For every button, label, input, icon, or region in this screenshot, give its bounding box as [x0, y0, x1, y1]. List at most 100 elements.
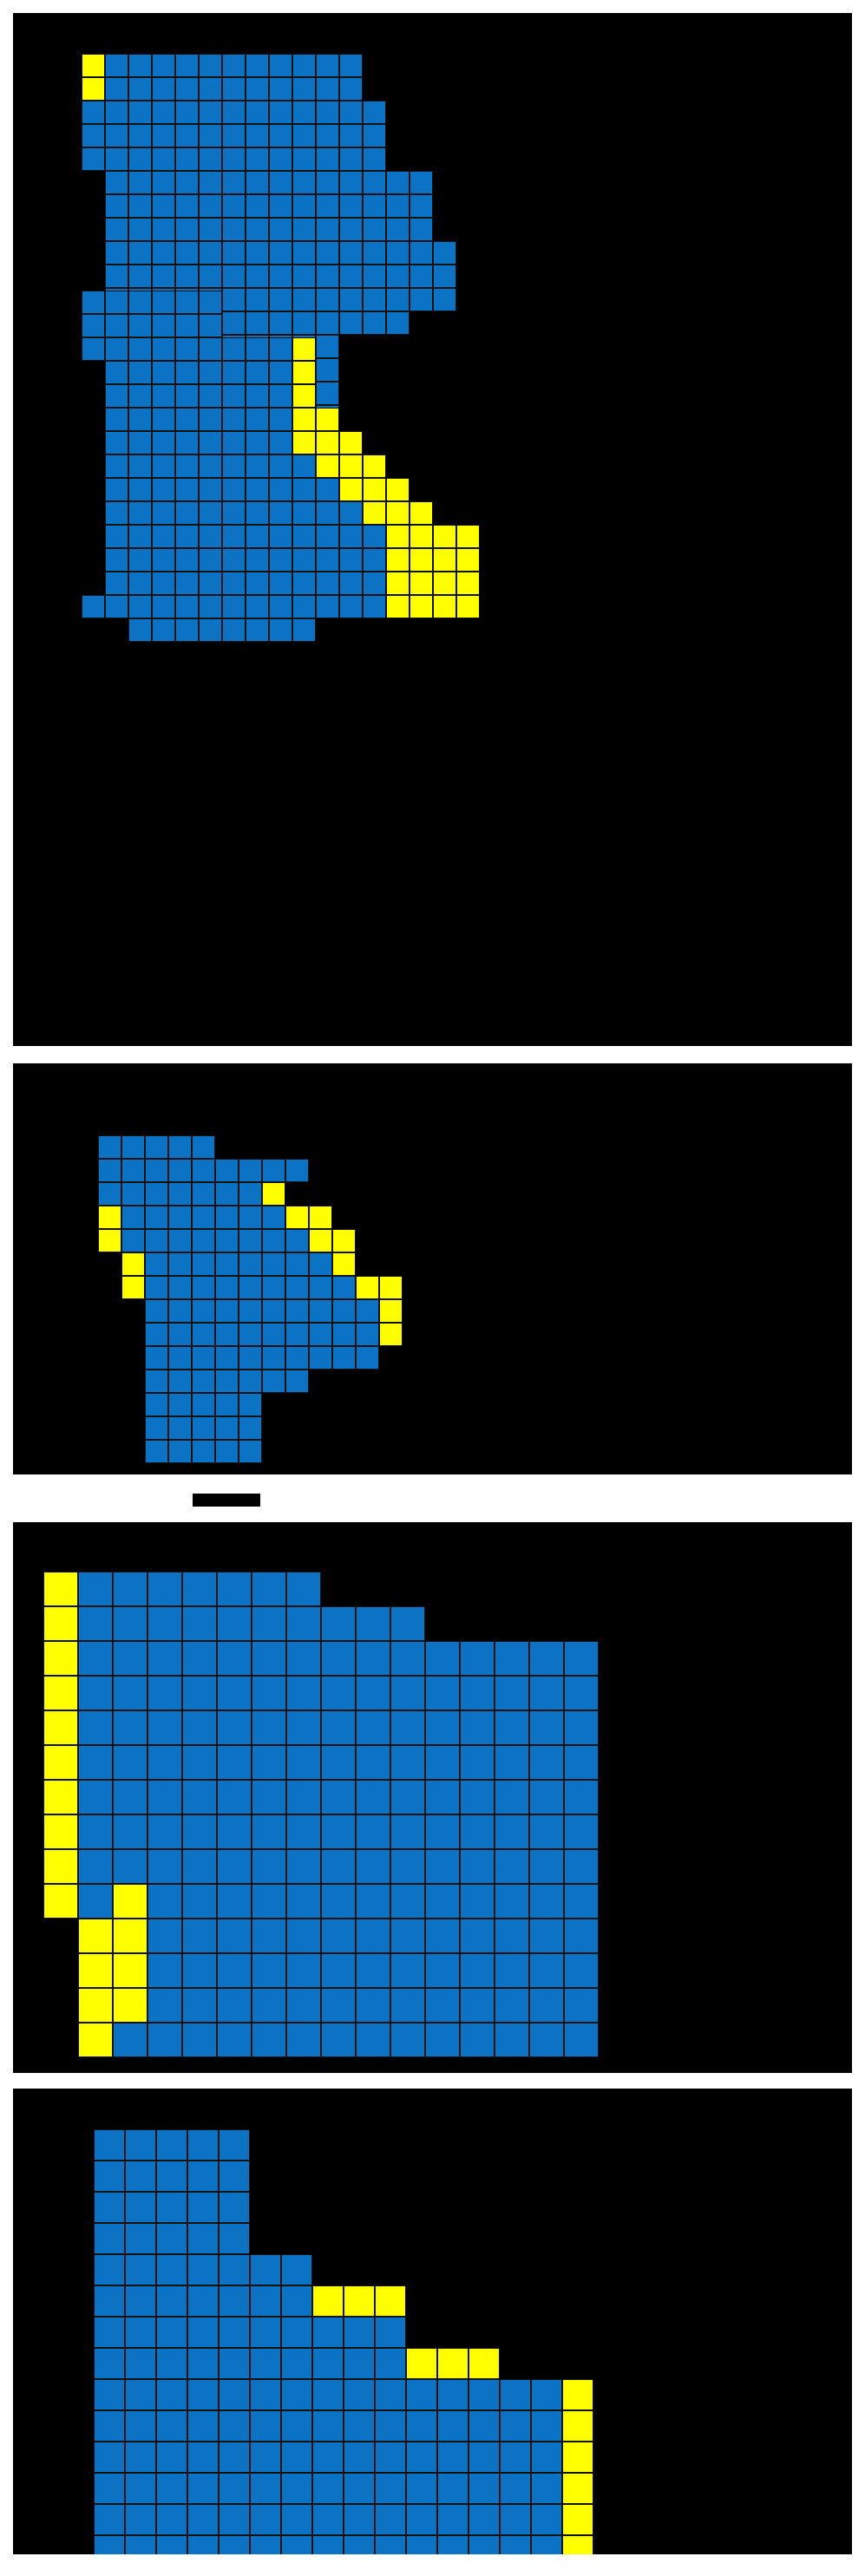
grid-cell — [316, 358, 339, 382]
separator-bar — [193, 1494, 260, 1507]
grid-cell — [145, 1135, 168, 1159]
grid-cell — [321, 1780, 356, 1814]
grid-cell — [168, 1229, 192, 1252]
grid-cell — [222, 265, 246, 288]
grid-cell — [281, 2348, 312, 2379]
grid-cell — [363, 311, 386, 335]
grid-cell — [386, 478, 410, 501]
grid-cell — [147, 1780, 182, 1814]
grid-cell — [460, 1745, 495, 1780]
grid-cell — [433, 265, 456, 288]
grid-cell — [269, 194, 292, 218]
grid-cell — [316, 335, 339, 358]
grid-cell — [182, 1606, 217, 1641]
grid-cell — [152, 314, 175, 337]
grid-cell — [292, 337, 316, 361]
grid-cell — [500, 2535, 531, 2554]
grid-cell — [145, 1393, 168, 1416]
grid-cell — [105, 147, 128, 171]
grid-cell — [199, 618, 222, 642]
grid-cell — [222, 147, 246, 171]
grid-cell — [564, 2023, 599, 2057]
grid-cell — [281, 2442, 312, 2473]
grid-cell — [246, 572, 269, 595]
grid-cell — [105, 408, 128, 431]
grid-cell — [152, 525, 175, 548]
grid-cell — [246, 384, 269, 408]
grid-cell — [564, 1676, 599, 1710]
grid-cell — [128, 124, 152, 147]
grid-cell — [246, 288, 269, 311]
grid-cell — [312, 2317, 344, 2348]
grid-cell — [344, 2473, 375, 2504]
grid-cell — [219, 2504, 250, 2535]
grid-cell — [222, 218, 246, 241]
grid-cell — [529, 1641, 564, 1676]
grid-cell — [152, 618, 175, 642]
grid-cell — [152, 218, 175, 241]
grid-cell — [239, 1206, 262, 1229]
grid-cell — [269, 501, 292, 525]
grid-cell — [316, 171, 339, 194]
grid-cell — [145, 1182, 168, 1206]
grid-cell — [246, 525, 269, 548]
grid-cell — [316, 124, 339, 147]
grid-cell — [321, 1676, 356, 1710]
grid-cell — [152, 595, 175, 618]
grid-cell — [386, 265, 410, 288]
grid-cell — [269, 171, 292, 194]
grid-cell — [500, 2504, 531, 2535]
grid-cell — [281, 2379, 312, 2410]
grid-cell — [316, 431, 339, 454]
grid-cell — [363, 288, 386, 311]
grid-cell — [312, 2535, 344, 2554]
grid-cell — [309, 1276, 332, 1299]
grid-cell — [316, 288, 339, 311]
grid-cell — [222, 478, 246, 501]
grid-cell — [175, 291, 199, 314]
grid-cell — [363, 454, 386, 478]
grid-cell — [175, 124, 199, 147]
grid-cell — [433, 288, 456, 311]
grid-cell — [113, 1884, 147, 1919]
grid-cell — [147, 1606, 182, 1641]
grid-cell — [321, 1606, 356, 1641]
grid-cell — [128, 501, 152, 525]
grid-cell — [128, 618, 152, 642]
grid-cell — [269, 241, 292, 265]
grid-cell — [217, 1780, 252, 1814]
grid-cell — [312, 2285, 344, 2317]
grid-cell — [128, 337, 152, 361]
grid-cell — [175, 595, 199, 618]
grid-cell — [219, 2442, 250, 2473]
grid-cell — [147, 1572, 182, 1606]
grid-cell — [386, 241, 410, 265]
grid-cell — [425, 1814, 460, 1849]
grid-cell — [215, 1323, 239, 1346]
grid-cell — [187, 2254, 219, 2285]
grid-cell — [175, 101, 199, 124]
grid-cell — [98, 1159, 121, 1182]
grid-cell — [469, 2348, 500, 2379]
grid-cell — [356, 1814, 390, 1849]
grid-cell — [145, 1416, 168, 1440]
grid-cell — [390, 1710, 425, 1745]
grid-cell — [286, 1814, 321, 1849]
grid-cell — [425, 1884, 460, 1919]
grid-cell — [182, 1676, 217, 1710]
grid-cell — [147, 1988, 182, 2023]
grid-cell — [339, 241, 363, 265]
grid-cell — [128, 408, 152, 431]
grid-cell — [269, 595, 292, 618]
grid-cell — [199, 548, 222, 572]
grid-cell — [147, 1953, 182, 1988]
grid-cell — [379, 1276, 403, 1299]
grid-cell — [192, 1135, 215, 1159]
grid-cell — [239, 1229, 262, 1252]
grid-cell — [217, 1710, 252, 1745]
grid-cell — [529, 1953, 564, 1988]
grid-cell — [128, 101, 152, 124]
grid-cell — [292, 408, 316, 431]
grid-cell — [339, 101, 363, 124]
grid-cell — [286, 1710, 321, 1745]
